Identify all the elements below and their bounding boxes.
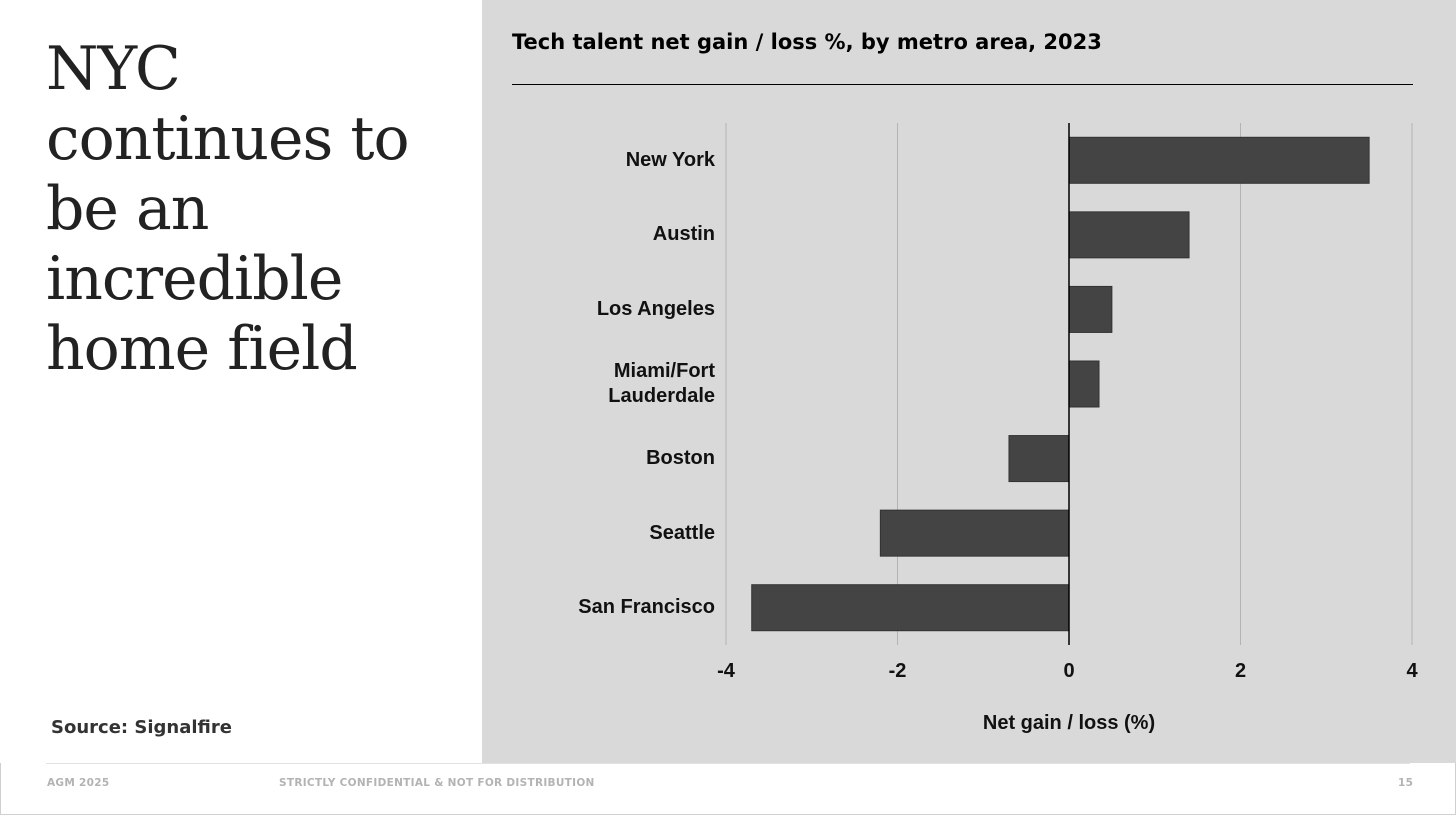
x-tick-label: 4	[1406, 660, 1418, 682]
chart-panel: Tech talent net gain / loss %, by metro …	[482, 0, 1456, 763]
bar-chart: -4 -2 0 2 4 Net gain / loss (%)	[717, 123, 1418, 734]
bar	[1068, 136, 1370, 184]
left-panel: NYC continues to be an incredible home f…	[0, 0, 482, 763]
category-label: Los Angeles	[596, 297, 715, 320]
x-axis-label: Net gain / loss (%)	[983, 712, 1155, 734]
bar	[1068, 211, 1190, 259]
category-label: Austin	[652, 223, 715, 246]
x-tick-label: 0	[1063, 660, 1074, 682]
category-label: Boston	[646, 447, 715, 470]
chart-title: Tech talent net gain / loss %, by metro …	[512, 30, 1102, 54]
footer-event-label: AGM 2025	[47, 777, 110, 789]
category-label: Miami/Fort Lauderdale	[608, 360, 715, 407]
x-tick-label: -2	[889, 660, 907, 682]
bar	[1068, 285, 1113, 333]
category-label: New York	[625, 148, 715, 171]
x-tick-label: -4	[717, 660, 736, 682]
footer-confidential-label: STRICTLY CONFIDENTIAL & NOT FOR DISTRIBU…	[279, 777, 595, 789]
category-label: Seattle	[649, 521, 715, 544]
bar	[751, 584, 1070, 632]
category-label: San Francisco	[578, 596, 715, 619]
title-divider	[512, 84, 1413, 85]
bar	[1008, 435, 1070, 483]
x-tick-label: 2	[1235, 660, 1246, 682]
footer-divider	[46, 763, 1410, 764]
source-note: Source: Signalfire	[51, 717, 232, 738]
bar	[879, 509, 1070, 557]
slide-headline: NYC continues to be an incredible home f…	[46, 34, 410, 384]
footer-page-number: 15	[1398, 777, 1414, 789]
bar	[1068, 360, 1100, 408]
